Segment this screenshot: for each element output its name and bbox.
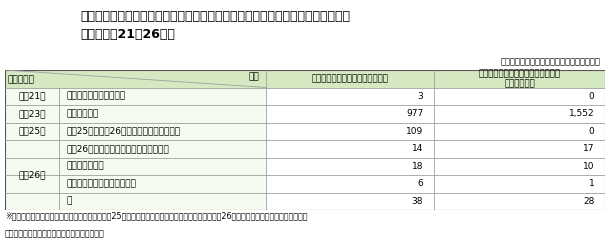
Text: 28: 28 — [583, 197, 594, 206]
Bar — [5, 175, 266, 193]
Text: 緊急消防援助隊航空小隊出動件数: 緊急消防援助隊航空小隊出動件数 — [312, 74, 389, 83]
Text: 109: 109 — [406, 127, 423, 136]
Text: して出動した活動種別ごとの件数に改めた。: して出動した活動種別ごとの件数に改めた。 — [5, 230, 105, 239]
Text: 977: 977 — [406, 109, 423, 118]
Text: 平成25年: 平成25年 — [18, 127, 46, 136]
Text: 緊急消防援助隊が出動した災害に係る航空小隊の出動件数及び救助・救急搬送人
員数（平成21～26年）: 緊急消防援助隊が出動した災害に係る航空小隊の出動件数及び救助・救急搬送人 員数（… — [81, 10, 350, 41]
Text: 年・災害名: 年・災害名 — [8, 76, 35, 85]
Text: 計: 計 — [66, 197, 71, 206]
Bar — [5, 140, 266, 157]
Text: 1,552: 1,552 — [569, 109, 594, 118]
Text: 出動件数（件）　救助・救急搬送人員（人）: 出動件数（件） 救助・救急搬送人員（人） — [501, 57, 601, 66]
Bar — [5, 105, 266, 123]
Bar — [5, 193, 266, 210]
Text: 0: 0 — [589, 92, 594, 101]
Text: 18: 18 — [412, 162, 423, 171]
Text: 38: 38 — [412, 197, 423, 206]
Text: 6: 6 — [417, 179, 423, 188]
Text: 平成26年: 平成26年 — [18, 170, 46, 180]
Text: 平成25年台風第26号による伊豆大島の災害: 平成25年台風第26号による伊豆大島の災害 — [66, 127, 180, 136]
Text: 17: 17 — [583, 144, 594, 153]
Text: 3: 3 — [417, 92, 423, 101]
Text: 0: 0 — [589, 127, 594, 136]
Text: 平成21年: 平成21年 — [18, 92, 46, 101]
Text: 緊急消防援助隊航空隊による救助・
救急搬送人員: 緊急消防援助隊航空隊による救助・ 救急搬送人員 — [479, 69, 561, 89]
Text: 10: 10 — [583, 162, 594, 171]
Text: ※　上表の航空小隊の出動件数については、平成25年までは１日１件として計上していたが、平成26年中に再精査し、緊急消防援助隊と: ※ 上表の航空小隊の出動件数については、平成25年までは１日１件として計上してい… — [5, 212, 307, 221]
Text: 平成26年８月豪雨による広島市土砂災害: 平成26年８月豪雨による広島市土砂災害 — [66, 144, 169, 153]
Text: 長野県北部を震源とする地震: 長野県北部を震源とする地震 — [66, 179, 136, 188]
Bar — [5, 157, 266, 175]
Text: 平成23年: 平成23年 — [18, 109, 46, 118]
Text: 御嶽山噴火災害: 御嶽山噴火災害 — [66, 162, 104, 171]
Bar — [5, 88, 266, 105]
Text: 14: 14 — [412, 144, 423, 153]
Text: 東日本大震災: 東日本大震災 — [66, 109, 98, 118]
Text: 駿河湾を震源とする地震: 駿河湾を震源とする地震 — [66, 92, 125, 101]
Bar — [5, 123, 266, 140]
Text: 1: 1 — [589, 179, 594, 188]
Bar — [5, 70, 605, 88]
Text: 区分: 区分 — [248, 72, 259, 81]
Text: 第2-7-1表: 第2-7-1表 — [11, 22, 59, 35]
